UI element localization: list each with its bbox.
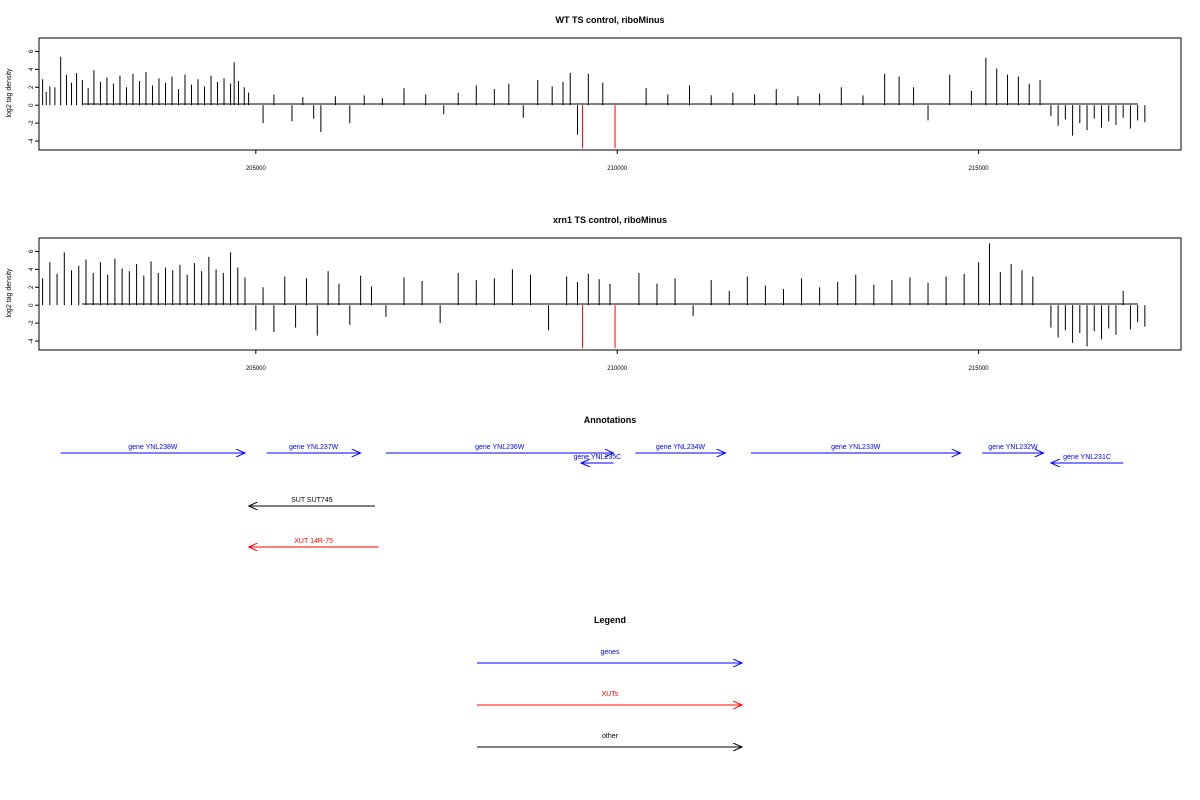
- feature-label: gene YNL237W: [289, 444, 339, 451]
- panel-title: xrn1 TS control, riboMinus: [553, 215, 667, 225]
- panel-wt: WT TS control, riboMinus log2 tag densit…: [6, 15, 1182, 172]
- legend-title: Legend: [594, 615, 626, 625]
- feature-label: gene YNL232W: [988, 444, 1038, 451]
- feature-label: gene YNL236W: [475, 444, 525, 451]
- annotations-panel: Annotations gene YNL238W gene YNL237W gene…: [60, 415, 1124, 547]
- feature-label: gene YNL231C: [1063, 454, 1111, 461]
- panel-xrn1: xrn1 TS control, riboMinus log2 tag dens…: [6, 215, 1182, 372]
- xut-tracks: XUT 14R-75: [249, 538, 379, 547]
- legend-items: genes XUTs other: [477, 649, 742, 747]
- y-tick-label: 4: [29, 267, 35, 271]
- y-axis: -4 -2 0 2 4 6: [29, 49, 39, 144]
- gene-tracks: gene YNL238W gene YNL237W gene YNL236W gene…: [60, 444, 1124, 463]
- y-tick-label: 0: [29, 303, 35, 307]
- x-tick-label: 215000: [969, 166, 990, 172]
- feature-label: gene YNL238W: [128, 444, 178, 451]
- bars: [42, 243, 1146, 349]
- y-tick-label: 0: [29, 103, 35, 107]
- legend-label: XUTs: [602, 691, 619, 698]
- y-axis-label: log2 tag density: [6, 68, 13, 118]
- other-tracks: SUT SUT745: [249, 497, 376, 506]
- plot-frame: [38, 37, 1182, 151]
- feature-label: gene YNL233W: [831, 444, 881, 451]
- x-axis: 205000 210000 215000: [246, 350, 989, 372]
- feature-label: SUT SUT745: [291, 497, 333, 504]
- y-tick-label: 2: [29, 285, 35, 289]
- y-tick-label: 6: [29, 49, 35, 53]
- y-axis-label: log2 tag density: [6, 268, 13, 318]
- y-tick-label: 6: [29, 249, 35, 253]
- legend-panel: Legend genes XUTs other: [477, 615, 742, 747]
- y-tick-label: 4: [29, 67, 35, 71]
- legend-label: genes: [600, 649, 620, 656]
- x-tick-label: 205000: [246, 166, 267, 172]
- y-tick-label: -2: [29, 320, 35, 326]
- y-tick-label: -2: [29, 120, 35, 126]
- feature-label: gene YNL234W: [656, 444, 706, 451]
- plot-frame: [38, 237, 1182, 351]
- y-tick-label: -4: [29, 138, 35, 144]
- x-tick-label: 210000: [607, 166, 628, 172]
- x-tick-label: 215000: [969, 366, 990, 372]
- x-tick-label: 210000: [607, 366, 628, 372]
- y-axis: -4 -2 0 2 4 6: [29, 249, 39, 344]
- bars: [42, 56, 1146, 149]
- annotations-title: Annotations: [584, 415, 637, 425]
- y-tick-label: -4: [29, 338, 35, 344]
- x-axis: 205000 210000 215000: [246, 150, 989, 172]
- feature-label: XUT 14R-75: [294, 538, 333, 545]
- y-tick-label: 2: [29, 85, 35, 89]
- feature-label: gene YNL235C: [573, 454, 621, 461]
- x-tick-label: 205000: [246, 366, 267, 372]
- legend-label: other: [602, 733, 619, 740]
- panel-title: WT TS control, riboMinus: [556, 15, 665, 25]
